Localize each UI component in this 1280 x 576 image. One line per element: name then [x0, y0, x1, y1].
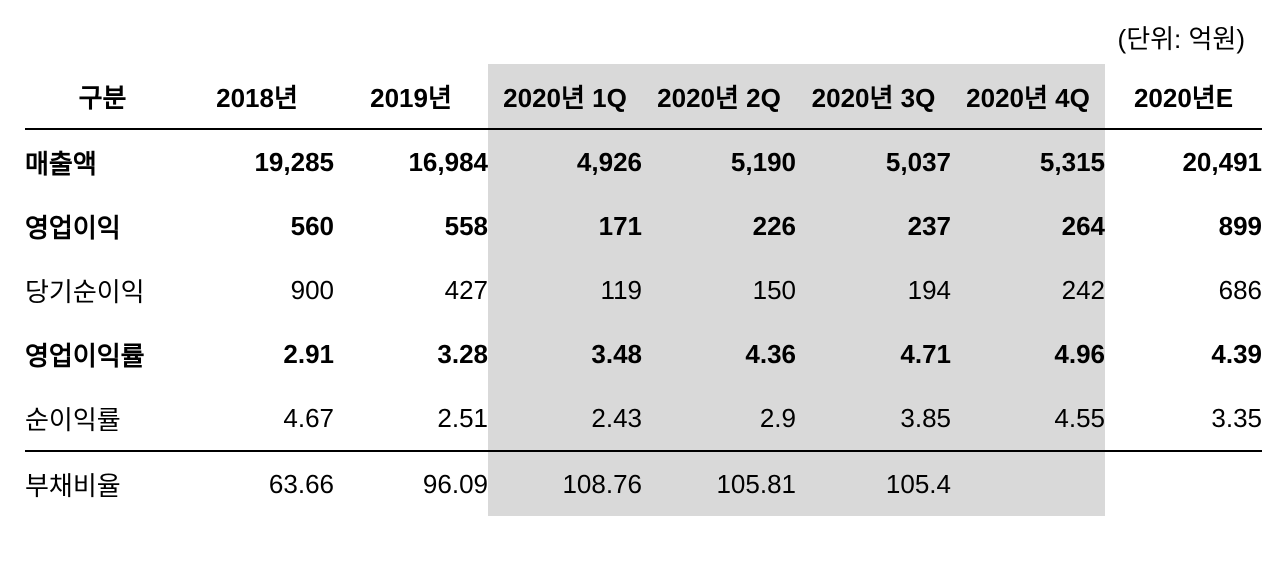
value-cell: 2.9: [642, 386, 796, 451]
value-cell: 4.55: [951, 386, 1105, 451]
header-cell: 2020년 1Q: [488, 64, 642, 130]
row-label: 영업이익률: [25, 340, 145, 371]
value-cell: 4.96: [951, 322, 1105, 386]
value-cell: 899: [1218, 210, 1262, 241]
value-cell: 5,315: [951, 129, 1105, 194]
value-cell: 171: [488, 194, 642, 258]
value-cell: 20,491: [1182, 146, 1262, 177]
value-cell: [1105, 450, 1262, 516]
value-cell: 264: [951, 194, 1105, 258]
table-row: 부채비율 63.66 96.09 108.76 105.81 105.4: [25, 450, 1262, 516]
header-cell: 2020년E: [1105, 64, 1262, 130]
row-label: 순이익률: [25, 404, 121, 435]
value-cell: 4.36: [642, 322, 796, 386]
value-cell: 16,984: [408, 146, 488, 177]
value-cell: 19,285: [254, 146, 334, 177]
header-cell: 2019년: [334, 64, 488, 130]
value-cell: 242: [951, 258, 1105, 322]
value-cell: 119: [488, 258, 642, 322]
value-cell: 686: [1218, 274, 1262, 305]
value-cell: 2.91: [283, 338, 334, 369]
value-cell: 3.85: [796, 386, 951, 451]
value-cell: 560: [290, 210, 334, 241]
value-cell: 96.09: [334, 450, 488, 516]
value-cell: 4.39: [1211, 338, 1262, 369]
value-cell: 900: [290, 274, 334, 305]
unit-label: (단위: 억원): [1117, 24, 1245, 54]
value-cell: 5,190: [642, 129, 796, 194]
table-row: 당기순이익 900 427 119 150 194 242 686: [25, 258, 1262, 322]
value-cell: 105.81: [642, 450, 796, 516]
table-row: 영업이익률 2.91 3.28 3.48 4.36 4.71 4.96 4.39: [25, 322, 1262, 386]
header-cell: 2018년: [180, 64, 334, 130]
value-cell: 237: [796, 194, 951, 258]
value-cell: 2.43: [488, 386, 642, 451]
value-cell: 226: [642, 194, 796, 258]
value-cell: 150: [642, 258, 796, 322]
table-row: 영업이익 560 558 171 226 237 264 899: [25, 194, 1262, 258]
value-cell: 194: [796, 258, 951, 322]
financial-table: 구분 2018년 2019년 2020년 1Q 2020년 2Q 2020년 3Q 2020…: [25, 64, 1262, 516]
header-cell: 2020년 3Q: [796, 64, 951, 130]
value-cell: 2.51: [437, 402, 488, 433]
value-cell: 4,926: [488, 129, 642, 194]
value-cell: 4.67: [283, 402, 334, 433]
value-cell: [951, 450, 1105, 516]
header-cell: 2020년 2Q: [642, 64, 796, 130]
value-cell: 105.4: [796, 450, 951, 516]
row-label: 매출액: [25, 148, 97, 179]
row-label: 당기순이익: [25, 276, 145, 307]
value-cell: 558: [444, 210, 488, 241]
header-cell: 구분: [25, 64, 180, 130]
value-cell: 4.71: [796, 322, 951, 386]
row-label: 영업이익: [25, 212, 121, 243]
value-cell: 3.48: [488, 322, 642, 386]
value-cell: 108.76: [488, 450, 642, 516]
value-cell: 5,037: [796, 129, 951, 194]
table-row: 매출액 19,285 16,984 4,926 5,190 5,037 5,315 20,49…: [25, 129, 1262, 194]
table-header-row: 구분 2018년 2019년 2020년 1Q 2020년 2Q 2020년 3Q 2020…: [25, 64, 1262, 130]
value-cell: 427: [444, 274, 488, 305]
value-cell: 3.35: [1211, 402, 1262, 433]
header-cell: 2020년 4Q: [951, 64, 1105, 130]
row-label: 부채비율: [25, 450, 180, 516]
table-row: 순이익률 4.67 2.51 2.43 2.9 3.85 4.55 3.35: [25, 386, 1262, 451]
value-cell: 63.66: [180, 450, 334, 516]
value-cell: 3.28: [437, 338, 488, 369]
